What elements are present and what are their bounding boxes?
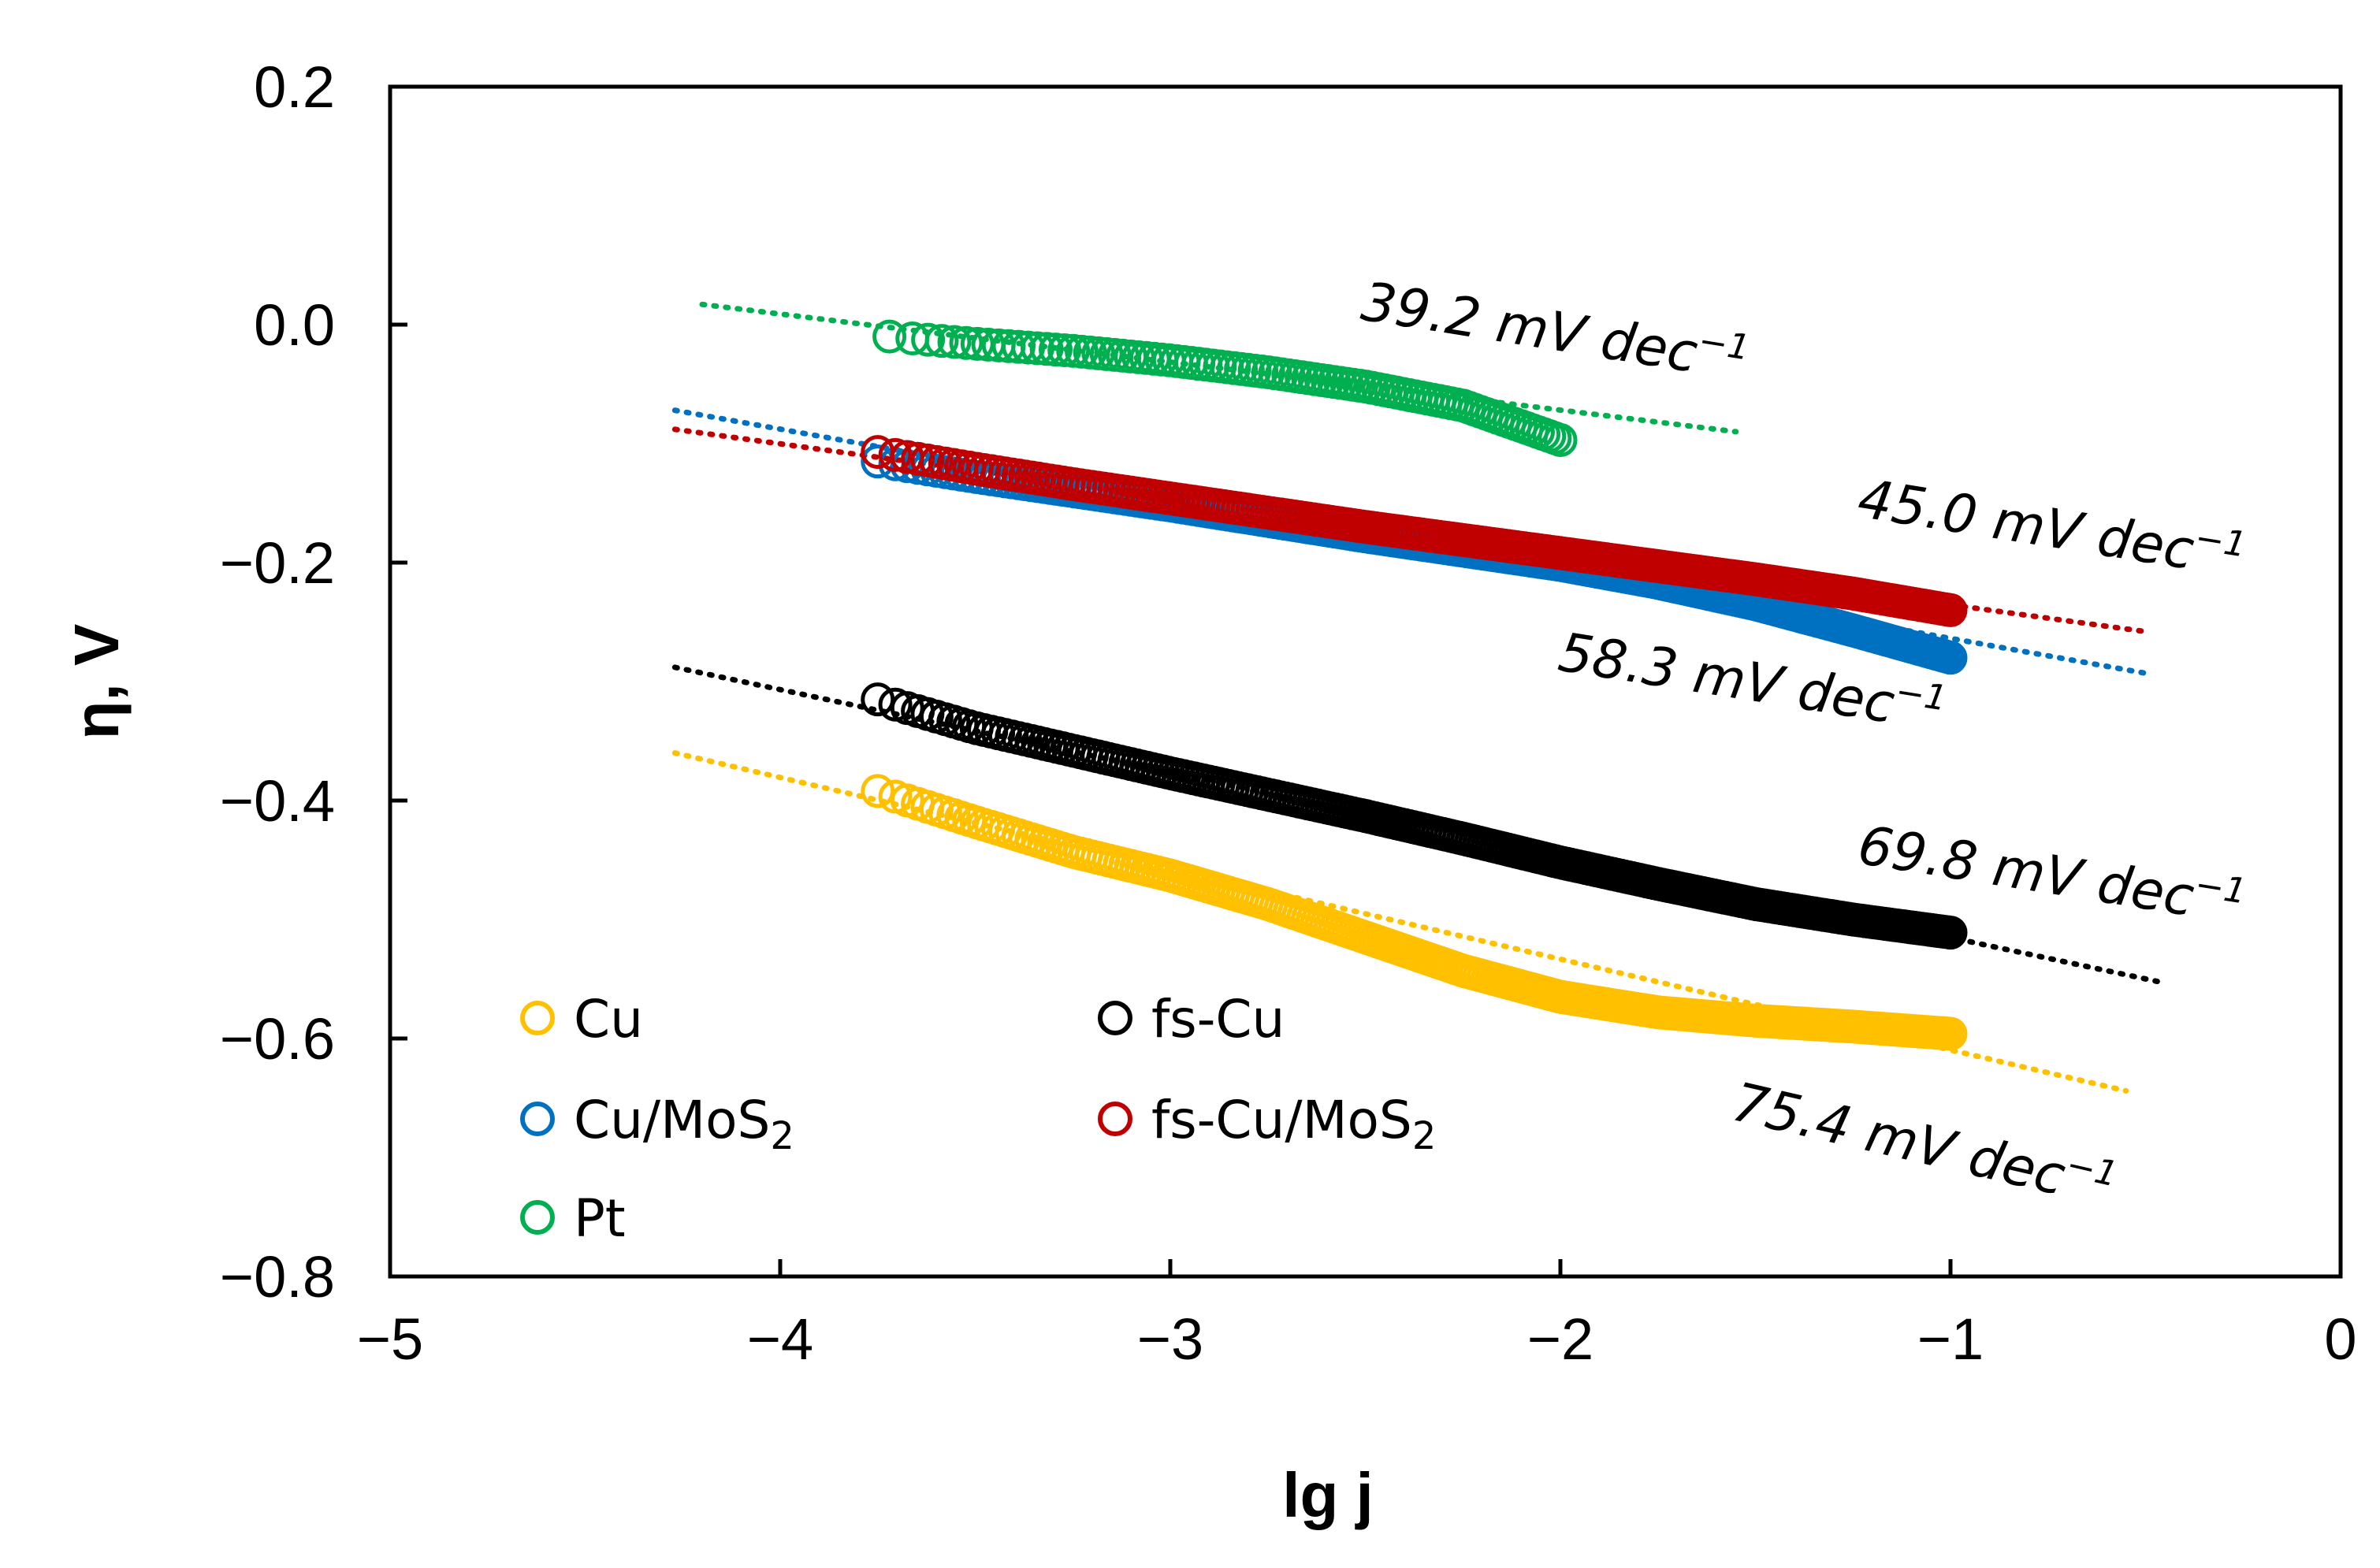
data-point [1543, 422, 1578, 457]
data-point [872, 319, 907, 354]
x-axis-title: lg j [1282, 1460, 1374, 1530]
y-tick-label: 0.2 [254, 54, 335, 120]
series-cu [861, 774, 1968, 1051]
data-point [911, 322, 946, 357]
legend-marker-fs-cu [1098, 1001, 1132, 1035]
y-tick-label: 0.0 [254, 292, 335, 358]
y-tick-label: −0.8 [220, 1244, 335, 1310]
legend-entry-fs-cu-mos2: fs-Cu/MoS2 [1098, 1090, 1436, 1158]
series-pt [872, 319, 1578, 457]
data-point [949, 325, 984, 360]
plot-frame [388, 84, 2343, 1279]
data-point [924, 324, 959, 359]
x-tick-label: −1 [1917, 1306, 1984, 1372]
data-point [861, 682, 895, 717]
legend-entry-cu: Cu [520, 989, 643, 1050]
y-axis-ticks: 0.2 0.0 −0.2 −0.4 −0.6 −0.8 [220, 54, 407, 1310]
data-point [1933, 641, 1968, 675]
x-tick-label: −2 [1527, 1306, 1593, 1372]
data-point [937, 325, 972, 359]
data-point [1933, 1016, 1968, 1051]
annotation-fs-cu-mos2-slope: 45.0 mV dec−1 [1854, 465, 2249, 590]
data-point [1020, 331, 1054, 366]
legend-label-cu-mos2: Cu/MoS2 [574, 1090, 794, 1158]
legend-entry-fs-cu: fs-Cu [1098, 989, 1285, 1050]
legend-marker-fs-cu-mos2 [1098, 1102, 1132, 1136]
x-tick-label: 0 [2324, 1306, 2356, 1372]
legend-marker-cu-mos2 [520, 1102, 555, 1136]
data-point [1933, 916, 1968, 950]
data-point [1933, 593, 1968, 627]
series-fs-cu [861, 682, 1968, 950]
legend-label-cu: Cu [574, 989, 643, 1050]
series-fs-cu-mos2 [861, 435, 1968, 627]
y-tick-label: −0.2 [220, 530, 335, 596]
legend: Cu Cu/MoS2 Pt fs-Cu fs-Cu/MoS2 [520, 989, 1436, 1249]
data-point [878, 437, 913, 472]
x-tick-label: −5 [357, 1306, 423, 1372]
legend-label-fs-cu-mos2: fs-Cu/MoS2 [1151, 1090, 1436, 1158]
annotation-cu-slope: 75.4 mV dec−1 [1727, 1068, 2122, 1220]
data-point [861, 774, 895, 808]
y-tick-label: −0.6 [220, 1006, 335, 1072]
x-tick-label: −3 [1137, 1306, 1203, 1372]
y-tick-label: −0.4 [220, 768, 335, 834]
x-axis-ticks: −5 −4 −3 −2 −1 0 [357, 1259, 2357, 1372]
x-tick-label: −4 [747, 1306, 813, 1372]
legend-entry-pt: Pt [520, 1188, 626, 1249]
data-point [1011, 330, 1046, 365]
legend-label-fs-cu: fs-Cu [1151, 989, 1285, 1050]
data-markers [861, 319, 1968, 1051]
annotation-pt-slope: 39.2 mV dec−1 [1357, 268, 1753, 393]
legend-marker-pt [520, 1200, 555, 1235]
legend-entry-cu-mos2: Cu/MoS2 [520, 1090, 794, 1158]
y-axis-title: η, V [61, 624, 132, 740]
legend-label-pt: Pt [574, 1188, 626, 1249]
legend-marker-cu [520, 1001, 555, 1035]
